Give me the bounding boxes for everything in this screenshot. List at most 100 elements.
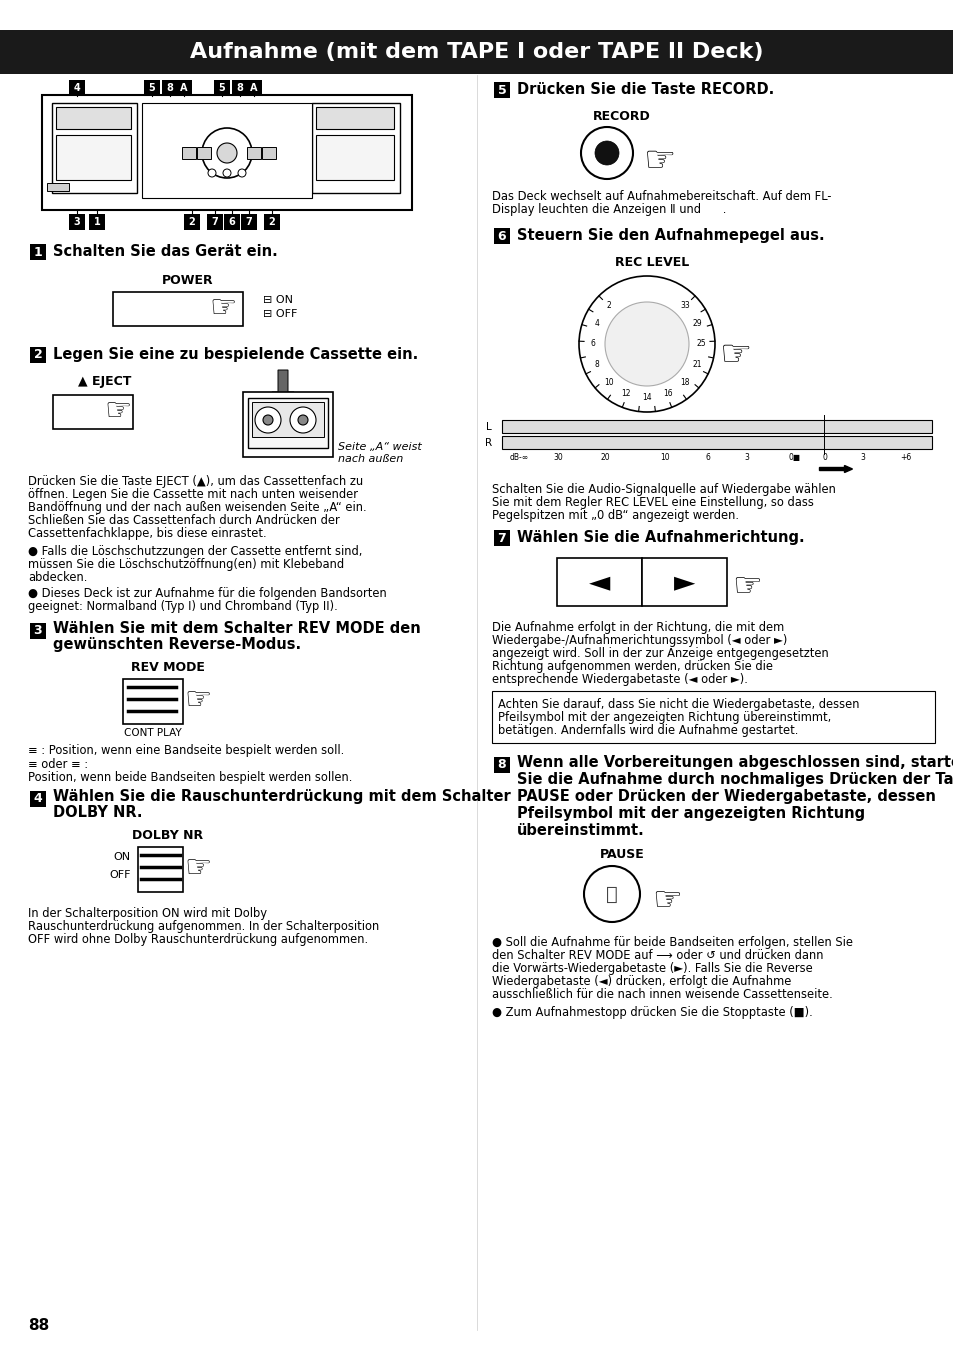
Text: Legen Sie eine zu bespielende Cassette ein.: Legen Sie eine zu bespielende Cassette e… xyxy=(53,347,417,362)
Bar xyxy=(557,558,641,606)
Text: Achten Sie darauf, dass Sie nicht die Wiedergabetaste, dessen: Achten Sie darauf, dass Sie nicht die Wi… xyxy=(497,697,859,711)
Bar xyxy=(184,214,200,229)
FancyArrow shape xyxy=(272,370,294,403)
Circle shape xyxy=(578,277,714,411)
Text: Sie die Aufnahme durch nochmaliges Drücken der Taste: Sie die Aufnahme durch nochmaliges Drück… xyxy=(517,772,953,786)
Circle shape xyxy=(583,866,639,921)
Text: 12: 12 xyxy=(621,390,631,398)
Bar xyxy=(494,530,510,546)
Text: 1: 1 xyxy=(93,217,100,227)
Text: Bandöffnung und der nach außen weisenden Seite „A“ ein.: Bandöffnung und der nach außen weisenden… xyxy=(28,500,366,514)
Circle shape xyxy=(254,407,281,433)
Bar xyxy=(42,94,412,210)
Text: Pegelspitzen mit „0 dB“ angezeigt werden.: Pegelspitzen mit „0 dB“ angezeigt werden… xyxy=(492,509,739,522)
Text: den Schalter REV MODE auf ⟶ oder ↺ und drücken dann: den Schalter REV MODE auf ⟶ oder ↺ und d… xyxy=(492,948,822,962)
Bar xyxy=(69,214,85,229)
Text: 2: 2 xyxy=(33,348,42,362)
Text: Schalten Sie das Gerät ein.: Schalten Sie das Gerät ein. xyxy=(53,244,277,259)
Text: dB-∞: dB-∞ xyxy=(509,453,528,461)
Circle shape xyxy=(297,415,308,425)
Text: ON: ON xyxy=(113,853,131,862)
Text: 8: 8 xyxy=(594,360,598,370)
Bar xyxy=(241,214,256,229)
Text: ⏸: ⏸ xyxy=(605,885,618,904)
Bar xyxy=(56,135,131,179)
Bar xyxy=(247,147,261,159)
Text: +6: +6 xyxy=(900,453,911,461)
Text: L: L xyxy=(486,421,492,432)
Circle shape xyxy=(202,128,252,178)
Text: 7: 7 xyxy=(497,532,506,545)
Bar xyxy=(232,80,248,96)
Text: Schalten Sie die Audio-Signalquelle auf Wiedergabe wählen: Schalten Sie die Audio-Signalquelle auf … xyxy=(492,483,835,496)
Bar xyxy=(501,436,931,449)
Bar xyxy=(56,107,131,130)
Text: ● Falls die Löschschutzzungen der Cassette entfernt sind,: ● Falls die Löschschutzzungen der Casset… xyxy=(28,545,362,558)
Text: 2: 2 xyxy=(606,301,611,310)
Text: 18: 18 xyxy=(679,378,689,387)
Text: Wählen Sie die Aufnahmerichtung.: Wählen Sie die Aufnahmerichtung. xyxy=(517,530,803,545)
Text: Drücken Sie die Taste EJECT (▲), um das Cassettenfach zu: Drücken Sie die Taste EJECT (▲), um das … xyxy=(28,475,363,488)
Text: 5: 5 xyxy=(218,84,225,93)
Text: 33: 33 xyxy=(679,301,689,310)
Text: betätigen. Andernfalls wird die Aufnahme gestartet.: betätigen. Andernfalls wird die Aufnahme… xyxy=(497,724,798,737)
Bar xyxy=(30,347,46,363)
Text: 2: 2 xyxy=(269,217,275,227)
Text: Display leuchten die Anzeigen Ⅱ und      .: Display leuchten die Anzeigen Ⅱ und . xyxy=(492,202,725,216)
Text: ◄: ◄ xyxy=(588,568,610,596)
Circle shape xyxy=(263,415,273,425)
Text: ● Soll die Aufnahme für beide Bandseiten erfolgen, stellen Sie: ● Soll die Aufnahme für beide Bandseiten… xyxy=(492,936,852,948)
Text: ☞: ☞ xyxy=(731,571,761,603)
Text: REC LEVEL: REC LEVEL xyxy=(615,256,688,268)
Bar xyxy=(315,107,394,130)
Text: Pfeilsymbol mit der angezeigten Richtung übereinstimmt,: Pfeilsymbol mit der angezeigten Richtung… xyxy=(497,711,830,724)
Text: ☞: ☞ xyxy=(720,337,752,371)
Text: RECORD: RECORD xyxy=(593,111,650,123)
Text: 6: 6 xyxy=(229,217,235,227)
Bar xyxy=(315,135,394,179)
Text: 7: 7 xyxy=(212,217,218,227)
Text: Die Aufnahme erfolgt in der Richtung, die mit dem: Die Aufnahme erfolgt in der Richtung, di… xyxy=(492,621,783,634)
Text: 1: 1 xyxy=(33,246,42,259)
Text: 3: 3 xyxy=(73,217,80,227)
Text: 0■: 0■ xyxy=(787,453,800,461)
Bar xyxy=(144,80,160,96)
Circle shape xyxy=(290,407,315,433)
Bar xyxy=(196,147,211,159)
Text: ☞: ☞ xyxy=(184,854,212,884)
Text: A: A xyxy=(250,84,257,93)
Bar xyxy=(248,398,328,448)
Circle shape xyxy=(595,142,618,165)
Circle shape xyxy=(216,143,236,163)
Bar xyxy=(162,80,178,96)
Text: REV MODE: REV MODE xyxy=(131,661,205,674)
Text: Wählen Sie die Rauschunterdrückung mit dem Schalter: Wählen Sie die Rauschunterdrückung mit d… xyxy=(53,789,510,804)
Text: 20: 20 xyxy=(599,453,609,461)
Text: 16: 16 xyxy=(662,390,672,398)
Bar xyxy=(30,244,46,260)
Text: ☞: ☞ xyxy=(209,294,236,324)
Text: ≡ : Position, wenn eine Bandseite bespielt werden soll.: ≡ : Position, wenn eine Bandseite bespie… xyxy=(28,745,344,757)
Circle shape xyxy=(223,169,231,177)
Bar xyxy=(207,214,223,229)
Text: 2: 2 xyxy=(189,217,195,227)
Text: 10: 10 xyxy=(603,378,613,387)
Text: öffnen. Legen Sie die Cassette mit nach unten weisender: öffnen. Legen Sie die Cassette mit nach … xyxy=(28,488,357,500)
Bar xyxy=(182,147,195,159)
Text: Richtung aufgenommen werden, drücken Sie die: Richtung aufgenommen werden, drücken Sie… xyxy=(492,660,772,673)
Text: gewünschten Reverse-Modus.: gewünschten Reverse-Modus. xyxy=(53,637,301,652)
Bar xyxy=(312,103,399,193)
Text: 0: 0 xyxy=(821,453,826,461)
Text: Cassettenfachklappe, bis diese einrastet.: Cassettenfachklappe, bis diese einrastet… xyxy=(28,527,266,540)
Text: Rauschunterdrückung aufgenommen. In der Schalterposition: Rauschunterdrückung aufgenommen. In der … xyxy=(28,920,379,934)
Text: Seite „A“ weist
nach außen: Seite „A“ weist nach außen xyxy=(337,442,421,464)
Text: abdecken.: abdecken. xyxy=(28,571,88,584)
Text: Steuern Sie den Aufnahmepegel aus.: Steuern Sie den Aufnahmepegel aus. xyxy=(517,228,823,243)
Circle shape xyxy=(208,169,215,177)
Text: 6: 6 xyxy=(705,453,710,461)
Text: Wiedergabetaste (◄) drücken, erfolgt die Aufnahme: Wiedergabetaste (◄) drücken, erfolgt die… xyxy=(492,975,791,987)
Text: 8: 8 xyxy=(167,84,173,93)
Bar xyxy=(262,147,275,159)
Text: 21: 21 xyxy=(692,360,700,370)
Text: Sie mit dem Regler REC LEVEL eine Einstellung, so dass: Sie mit dem Regler REC LEVEL eine Einste… xyxy=(492,496,813,509)
